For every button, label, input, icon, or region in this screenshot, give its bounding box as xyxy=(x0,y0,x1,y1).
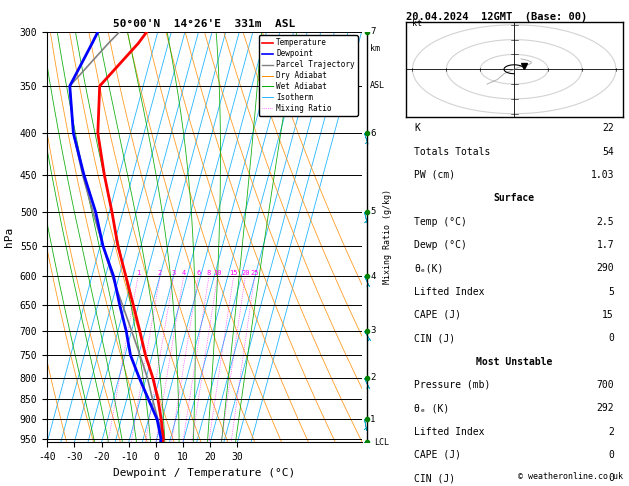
Text: © weatheronline.co.uk: © weatheronline.co.uk xyxy=(518,472,623,481)
Text: Most Unstable: Most Unstable xyxy=(476,357,552,366)
Text: 2: 2 xyxy=(608,427,614,436)
Text: 1: 1 xyxy=(370,415,376,424)
Text: 1.7: 1.7 xyxy=(596,240,614,250)
Text: 0: 0 xyxy=(608,333,614,343)
Text: Pressure (mb): Pressure (mb) xyxy=(415,380,491,390)
Text: K: K xyxy=(415,123,420,133)
Text: PW (cm): PW (cm) xyxy=(415,170,455,180)
Text: 0: 0 xyxy=(608,473,614,483)
Text: 2: 2 xyxy=(370,373,376,382)
Text: Temp (°C): Temp (°C) xyxy=(415,217,467,226)
Text: 1: 1 xyxy=(136,270,140,277)
Text: LCL: LCL xyxy=(374,438,389,447)
Text: 2.5: 2.5 xyxy=(596,217,614,226)
Text: 292: 292 xyxy=(596,403,614,413)
Text: Dewp (°C): Dewp (°C) xyxy=(415,240,467,250)
Text: 10: 10 xyxy=(213,270,222,277)
Text: kt: kt xyxy=(413,19,423,28)
Text: CIN (J): CIN (J) xyxy=(415,473,455,483)
Text: 6: 6 xyxy=(370,129,376,138)
Text: Mixing Ratio (g/kg): Mixing Ratio (g/kg) xyxy=(383,190,392,284)
Text: Lifted Index: Lifted Index xyxy=(415,287,485,296)
Text: 15: 15 xyxy=(230,270,238,277)
Text: 3: 3 xyxy=(172,270,175,277)
Text: CIN (J): CIN (J) xyxy=(415,333,455,343)
Legend: Temperature, Dewpoint, Parcel Trajectory, Dry Adiabat, Wet Adiabat, Isotherm, Mi: Temperature, Dewpoint, Parcel Trajectory… xyxy=(259,35,358,116)
Text: 25: 25 xyxy=(250,270,259,277)
Text: 20.04.2024  12GMT  (Base: 00): 20.04.2024 12GMT (Base: 00) xyxy=(406,12,587,22)
Text: CAPE (J): CAPE (J) xyxy=(415,310,462,320)
Text: 8: 8 xyxy=(207,270,211,277)
Text: ASL: ASL xyxy=(370,81,386,90)
Text: Surface: Surface xyxy=(494,193,535,203)
Text: θₑ(K): θₑ(K) xyxy=(415,263,444,273)
Text: Totals Totals: Totals Totals xyxy=(415,147,491,156)
Text: km: km xyxy=(370,44,381,53)
Title: 50°00'N  14°26'E  331m  ASL: 50°00'N 14°26'E 331m ASL xyxy=(113,19,296,30)
Text: 15: 15 xyxy=(603,310,614,320)
Text: 1.03: 1.03 xyxy=(591,170,614,180)
X-axis label: Dewpoint / Temperature (°C): Dewpoint / Temperature (°C) xyxy=(113,468,296,478)
Text: 5: 5 xyxy=(370,208,376,216)
Text: 6: 6 xyxy=(196,270,201,277)
Text: 4: 4 xyxy=(181,270,186,277)
Text: Lifted Index: Lifted Index xyxy=(415,427,485,436)
Text: 2: 2 xyxy=(158,270,162,277)
Text: 7: 7 xyxy=(370,27,376,36)
Y-axis label: hPa: hPa xyxy=(4,227,14,247)
Text: 700: 700 xyxy=(596,380,614,390)
Text: CAPE (J): CAPE (J) xyxy=(415,450,462,460)
Text: 54: 54 xyxy=(603,147,614,156)
Text: 20: 20 xyxy=(241,270,250,277)
Text: 3: 3 xyxy=(370,326,376,335)
Text: 290: 290 xyxy=(596,263,614,273)
Text: 4: 4 xyxy=(370,272,376,281)
Text: θₑ (K): θₑ (K) xyxy=(415,403,450,413)
Text: 5: 5 xyxy=(608,287,614,296)
Text: 0: 0 xyxy=(608,450,614,460)
Text: 22: 22 xyxy=(603,123,614,133)
